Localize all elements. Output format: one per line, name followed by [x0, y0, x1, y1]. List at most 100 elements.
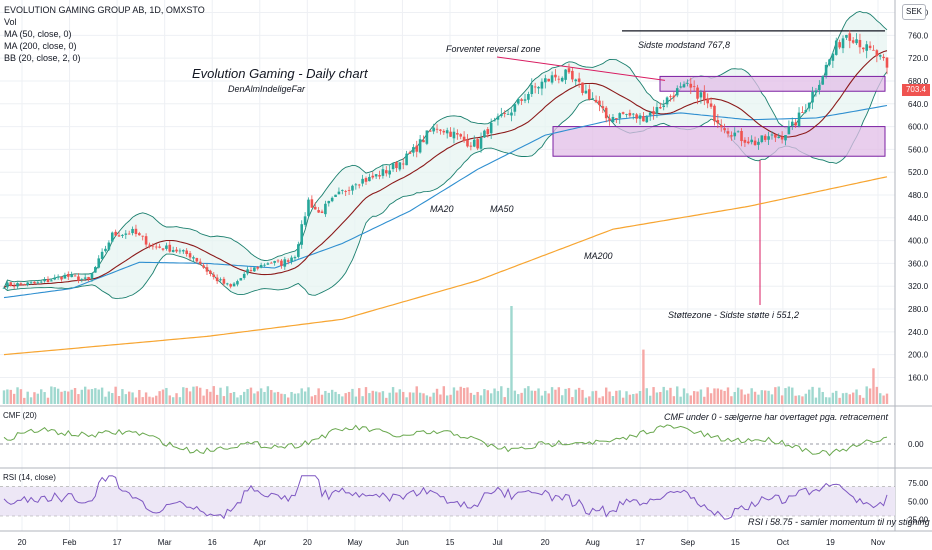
indicator-bb[interactable]: BB (20, close, 2, 0) — [4, 53, 81, 63]
volume-bar — [703, 396, 706, 404]
volume-bar — [581, 389, 584, 404]
volume-bar — [882, 395, 885, 404]
ma200-label: MA200 — [584, 251, 613, 261]
candle-body — [26, 282, 29, 286]
volume-bar — [506, 387, 510, 404]
volume-bar — [429, 396, 432, 404]
volume-bar — [63, 390, 67, 404]
volume-bar — [273, 392, 276, 404]
candle-body — [158, 246, 161, 248]
candle-body — [117, 235, 121, 237]
candle-body — [408, 152, 412, 154]
candle-body — [665, 97, 669, 105]
indicator-vol[interactable]: Vol — [4, 17, 17, 27]
candle-body — [496, 116, 500, 120]
y-tick-label: 200.0 — [908, 351, 929, 360]
candle-body — [56, 276, 60, 278]
volume-bar — [780, 395, 784, 404]
candle-body — [716, 120, 720, 124]
volume-bar — [530, 390, 533, 404]
volume-bar — [550, 387, 554, 404]
currency-badge[interactable]: SEK — [902, 4, 926, 20]
candle-body — [848, 33, 852, 41]
volume-bar — [831, 392, 835, 404]
candle-body — [12, 285, 16, 287]
candle-body — [185, 250, 188, 255]
volume-bar — [395, 392, 398, 404]
candle-body — [310, 199, 314, 208]
volume-bar — [848, 394, 851, 404]
candle-body — [730, 135, 733, 137]
candle-body — [432, 127, 435, 132]
bollinger-upper-line — [3, 11, 888, 288]
volume-bar — [736, 387, 740, 404]
candle-body — [780, 136, 784, 140]
candle-body — [733, 132, 737, 137]
volume-bar — [574, 389, 577, 404]
candle-body — [699, 92, 703, 98]
candle-body — [472, 139, 476, 147]
candle-body — [100, 251, 104, 259]
candle-body — [36, 282, 40, 284]
volume-bar — [36, 393, 40, 404]
candle-body — [824, 64, 828, 76]
volume-bar — [361, 396, 364, 404]
cmf-tick-label: 0.00 — [908, 440, 924, 449]
volume-bar — [90, 389, 94, 404]
volume-bar — [588, 396, 591, 404]
volume-bar — [696, 391, 699, 404]
y-tick-label: 400.0 — [908, 237, 929, 246]
volume-bar — [466, 387, 469, 404]
candle-body — [330, 197, 334, 202]
candle-body — [797, 112, 801, 127]
candle-body — [80, 279, 84, 280]
candle-body — [567, 68, 571, 73]
volume-bar — [672, 396, 676, 404]
volume-bar — [875, 386, 879, 404]
indicator-ma200[interactable]: MA (200, close, 0) — [4, 41, 77, 51]
volume-bar — [676, 386, 679, 404]
volume-bar — [344, 393, 347, 404]
volume-bar — [567, 388, 571, 404]
volume-bar — [449, 394, 452, 404]
indicator-ma50[interactable]: MA (50, close, 0) — [4, 29, 72, 39]
candle-body — [557, 78, 561, 80]
candle-body — [165, 245, 168, 249]
candle-body — [33, 281, 36, 284]
volume-bar — [723, 390, 726, 404]
reversal-arrow — [496, 56, 666, 81]
candle-body — [357, 184, 361, 186]
volume-bar — [841, 393, 845, 404]
candle-body — [29, 282, 33, 284]
volume-bar — [740, 389, 743, 404]
volume-bar — [862, 397, 865, 404]
candle-body — [686, 83, 689, 84]
volume-bar — [851, 392, 855, 404]
volume-bar — [791, 387, 794, 404]
volume-bar — [50, 386, 53, 404]
candle-body — [500, 114, 503, 117]
candle-body — [175, 249, 178, 252]
candle-body — [554, 74, 557, 78]
volume-bar — [199, 387, 202, 404]
candle-body — [581, 82, 584, 93]
x-tick-label: Apr — [254, 538, 267, 547]
candle-body — [50, 280, 53, 282]
candle-body — [182, 250, 185, 252]
volume-bar — [324, 390, 327, 404]
candle-body — [131, 228, 134, 234]
candle-body — [706, 98, 709, 104]
volume-bar — [473, 394, 476, 404]
candle-body — [259, 264, 263, 268]
volume-bar — [368, 393, 371, 404]
y-tick-label: 680.0 — [908, 77, 929, 86]
candle-body — [19, 283, 23, 285]
volume-bar — [229, 392, 232, 404]
volume-bar — [716, 388, 720, 404]
volume-bar — [561, 395, 564, 404]
candle-body — [263, 264, 266, 266]
candle-body — [459, 134, 463, 137]
candle-body — [530, 85, 534, 95]
volume-bar — [192, 386, 195, 404]
